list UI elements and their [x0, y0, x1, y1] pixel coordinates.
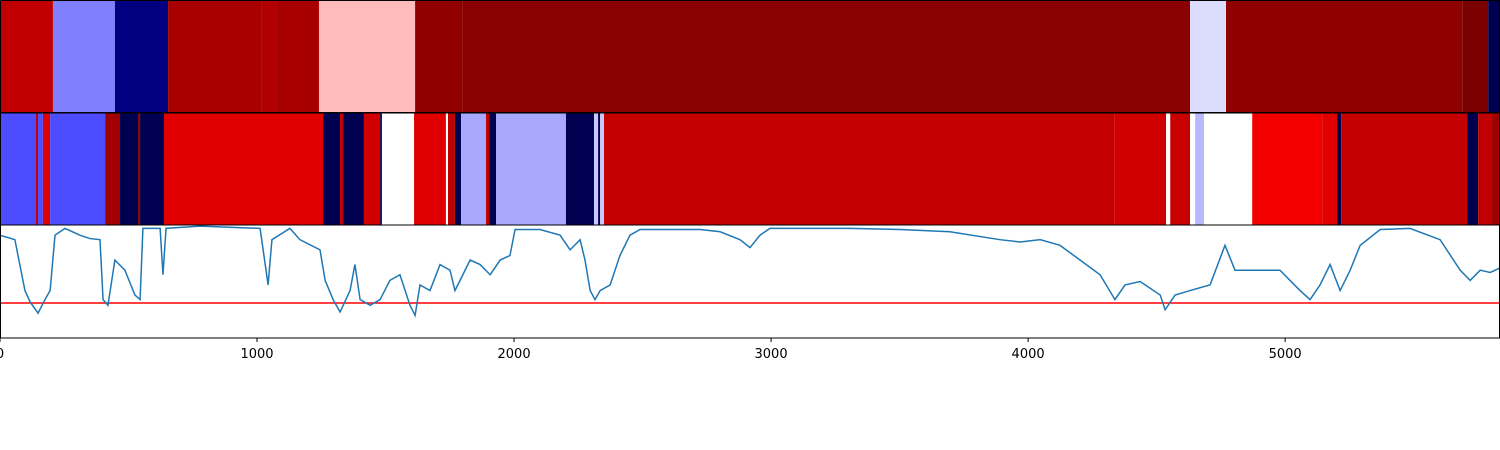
strip-segment — [593, 113, 599, 225]
strip-segment — [120, 113, 139, 225]
strip-segment — [1467, 113, 1479, 225]
strip-segment — [1166, 113, 1171, 225]
x-tick-label: 1000 — [240, 347, 273, 362]
strip-segment — [140, 113, 164, 225]
strip-segment — [138, 113, 141, 225]
strip-segment — [114, 0, 169, 113]
strip-segment — [52, 0, 115, 113]
x-tick-label: 5000 — [1269, 347, 1302, 362]
strip-segment — [168, 0, 262, 113]
strip-segment — [496, 113, 566, 225]
strip-segment — [1462, 0, 1489, 113]
strip-segment — [414, 113, 446, 225]
x-tick-label: 3000 — [755, 347, 788, 362]
strip-segment — [447, 113, 455, 225]
strip-segment — [565, 113, 594, 225]
strip-segment — [323, 113, 341, 225]
strip-segment — [261, 0, 277, 113]
strip-segment — [1226, 0, 1463, 113]
strip-segment — [1492, 113, 1500, 225]
strip-segment — [445, 113, 448, 225]
strip-segment — [38, 113, 43, 225]
strip-segment — [50, 113, 106, 225]
strip-segment — [454, 113, 462, 225]
strip-segment — [604, 113, 1115, 225]
strip-segment — [489, 113, 497, 225]
strip-segment — [1195, 113, 1205, 225]
strip-segment — [276, 0, 319, 113]
strip-segment — [486, 113, 490, 225]
strip-segment — [0, 0, 53, 113]
strip-segment — [1488, 0, 1500, 113]
strip-segment — [318, 0, 416, 113]
strip-segment — [1322, 113, 1338, 225]
line-series — [0, 225, 1500, 318]
strip-segment — [600, 113, 605, 225]
strip-segment — [1341, 113, 1468, 225]
strip-segment — [1170, 113, 1191, 225]
strip-segment — [1114, 113, 1167, 225]
strip-segment — [462, 0, 1191, 113]
strip-segment — [415, 0, 463, 113]
strip-segment — [343, 113, 364, 225]
strip-segment — [42, 113, 51, 225]
strip-segment — [1190, 113, 1196, 225]
strip-segment — [363, 113, 381, 225]
strip-segment — [380, 113, 382, 225]
strip-segment — [0, 113, 36, 225]
x-tick-label: 2000 — [498, 347, 531, 362]
strip-segment — [1190, 0, 1227, 113]
strip-segment — [461, 113, 487, 225]
x-tick-label: 0 — [0, 347, 4, 362]
strip-segment — [340, 113, 344, 225]
strip-segment — [598, 113, 601, 225]
strip-segment — [1478, 113, 1493, 225]
strip-segment — [163, 113, 324, 225]
strip-segment — [1337, 113, 1342, 225]
strip-segment — [381, 113, 415, 225]
panel-frame — [0, 224, 1500, 339]
x-tick-label: 4000 — [1012, 347, 1045, 362]
strip-segment — [35, 113, 39, 225]
strip-segment — [105, 113, 121, 225]
strip-segment — [1204, 113, 1253, 225]
strip-segment — [1252, 113, 1323, 225]
